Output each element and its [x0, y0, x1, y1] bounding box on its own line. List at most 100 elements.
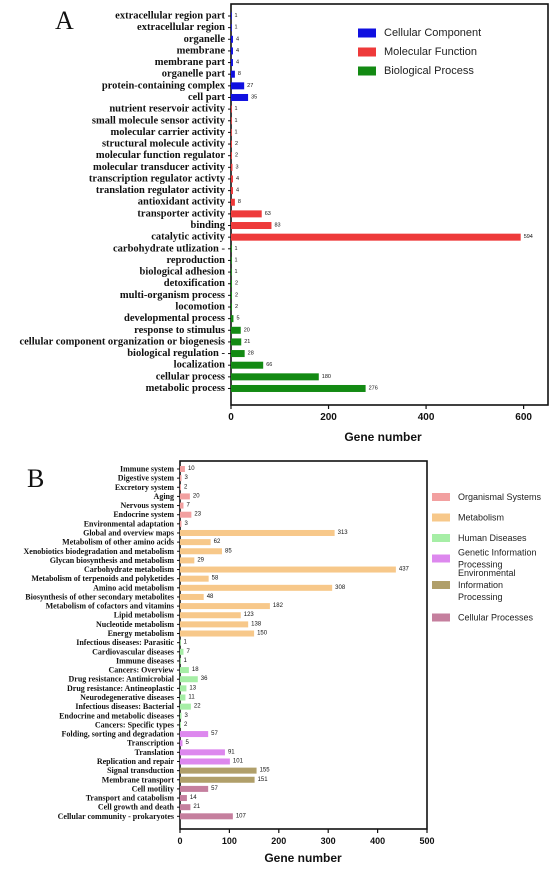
data-label: 308: [335, 585, 346, 591]
bar: [180, 740, 183, 747]
bar: [180, 804, 191, 811]
legend-swatch: [432, 493, 450, 501]
data-label: 313: [338, 530, 349, 536]
bar: [180, 685, 187, 692]
data-label: 138: [251, 621, 262, 627]
data-label: 3: [184, 713, 188, 719]
bar: [180, 575, 209, 582]
data-label: 63: [265, 211, 271, 217]
x-tick-label: 300: [321, 836, 336, 846]
category-label: Energy metabolism: [108, 629, 175, 638]
category-label: Environmental adaptation: [84, 519, 175, 528]
panel-a: extracellular region part 1 extracellular …: [19, 3, 549, 444]
category-label: Translation: [135, 748, 175, 757]
data-label: 23: [194, 512, 201, 518]
bar: [180, 557, 195, 564]
x-tick-label: 0: [228, 412, 234, 423]
data-label: 7: [186, 503, 190, 509]
data-label: 1: [234, 13, 237, 19]
category-label: Biosynthesis of other secondary metaboli…: [25, 592, 174, 601]
legend-swatch: [358, 47, 376, 57]
legend-label: Molecular Function: [384, 46, 477, 58]
category-label: Drug resistance: Antimicrobial: [69, 675, 175, 684]
data-label: 11: [188, 695, 195, 701]
bar: [180, 502, 184, 509]
legend-label: Metabolism: [458, 513, 504, 523]
data-label: 14: [190, 795, 197, 801]
category-label: developmental process: [124, 313, 225, 324]
data-label: 91: [228, 749, 235, 755]
legend-label: Genetic Information Processing: [458, 547, 537, 569]
data-label: 20: [244, 327, 250, 333]
data-label: 62: [214, 539, 221, 545]
category-label: binding: [191, 220, 226, 231]
data-label: 4: [236, 176, 239, 182]
data-label: 2: [184, 484, 188, 490]
category-label: Immune system: [120, 465, 174, 474]
bar: [180, 721, 181, 728]
bar: [180, 529, 335, 536]
bar: [180, 657, 181, 664]
data-label: 10: [188, 466, 195, 472]
panel-label: B: [27, 464, 44, 493]
bar: [231, 315, 234, 323]
data-label: 57: [211, 731, 218, 737]
data-label: 13: [189, 685, 196, 691]
category-label: antioxidant activity: [138, 197, 226, 208]
bar: [231, 291, 232, 299]
category-label: translation regulator activity: [96, 185, 226, 196]
category-label: organelle part: [162, 69, 226, 80]
x-tick-label: 200: [271, 836, 286, 846]
category-label: response to stimulus: [134, 325, 225, 336]
category-label: detoxification: [164, 278, 225, 289]
category-label: nutrient reservoir activity: [109, 104, 225, 115]
data-label: 57: [211, 786, 218, 792]
x-tick-label: 400: [370, 836, 385, 846]
category-label: Excretory system: [115, 483, 175, 492]
data-label: 182: [273, 603, 284, 609]
category-label: transcription regulator activty: [89, 173, 226, 184]
data-label: 1: [234, 269, 237, 275]
data-label: 437: [399, 567, 410, 573]
x-tick-label: 0: [177, 836, 182, 846]
bar: [180, 520, 182, 527]
bar: [180, 758, 230, 765]
bar: [231, 222, 272, 230]
plot-frame: [179, 460, 428, 830]
data-label: 2: [235, 292, 238, 298]
category-label: Metabolism of terpenoids and polyketides: [31, 574, 174, 583]
bar: [180, 667, 189, 674]
category-label: cellular component organization or bioge…: [19, 336, 225, 347]
category-label: Metabolism of other amino acids: [62, 538, 174, 547]
category-label: Cardiovascular diseases: [92, 647, 174, 656]
bar: [180, 593, 204, 600]
data-label: 83: [274, 223, 280, 229]
data-label: 151: [258, 777, 269, 783]
data-label: 27: [247, 83, 253, 89]
data-label: 66: [266, 362, 272, 368]
bar: [180, 648, 184, 655]
category-label: Infectious diseases: Parasitic: [76, 638, 174, 647]
category-label: molecular transducer activity: [93, 162, 226, 173]
bar: [231, 35, 233, 43]
data-label: 276: [369, 385, 378, 391]
x-tick-label: 500: [419, 836, 434, 846]
data-label: 1: [234, 118, 237, 124]
data-label: 36: [201, 676, 208, 682]
category-label: Metabolism of cofactors and vitamins: [46, 602, 174, 611]
data-label: 3: [184, 521, 188, 527]
bar: [231, 187, 233, 195]
data-label: 107: [236, 813, 247, 819]
category-label: small molecule sensor activity: [92, 115, 226, 126]
category-label: cellular process: [156, 371, 225, 382]
bar: [231, 105, 232, 113]
legend-label: Organismal Systems: [458, 492, 542, 502]
bar: [231, 82, 245, 90]
category-label: Cell growth and death: [98, 803, 175, 812]
data-label: 48: [207, 594, 214, 600]
bar: [231, 128, 232, 136]
x-axis-title: Gene number: [344, 430, 422, 444]
data-label: 594: [524, 234, 533, 240]
bar: [180, 584, 333, 591]
